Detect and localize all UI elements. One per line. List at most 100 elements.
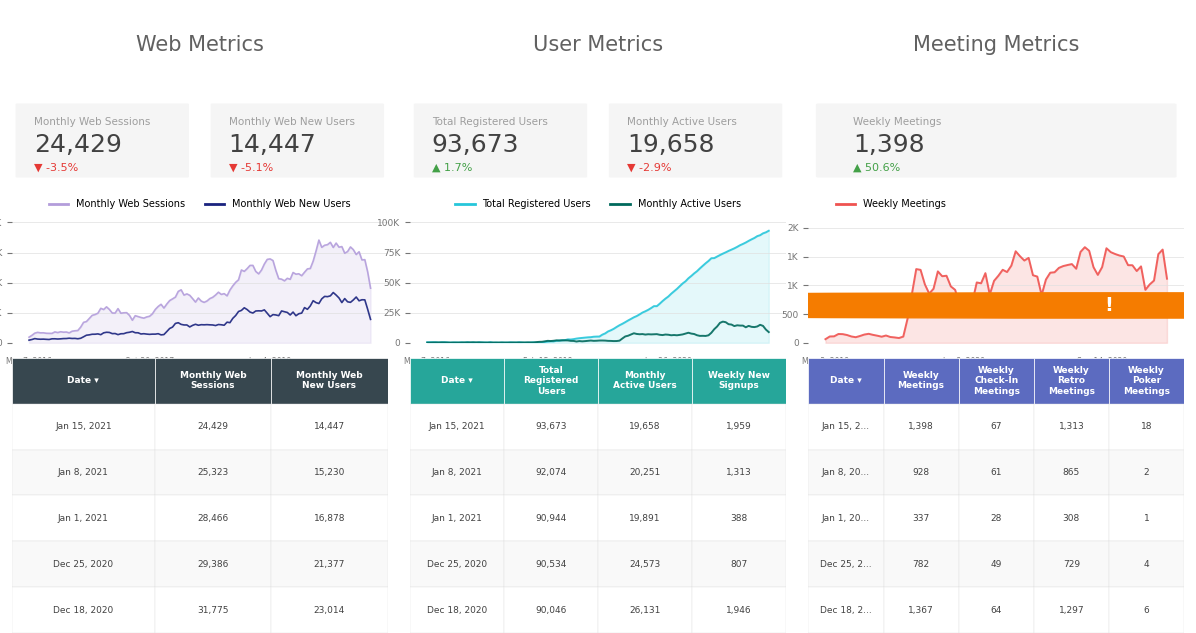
FancyBboxPatch shape [959, 541, 1033, 587]
FancyBboxPatch shape [959, 496, 1033, 541]
FancyBboxPatch shape [692, 358, 786, 404]
Text: 93,673: 93,673 [536, 422, 567, 431]
FancyBboxPatch shape [598, 358, 692, 404]
FancyBboxPatch shape [154, 358, 271, 404]
FancyBboxPatch shape [410, 496, 504, 541]
FancyBboxPatch shape [1033, 541, 1109, 587]
FancyBboxPatch shape [884, 449, 959, 496]
FancyBboxPatch shape [808, 541, 884, 587]
FancyBboxPatch shape [504, 449, 598, 496]
Text: Jan 8, 2021: Jan 8, 2021 [432, 468, 482, 477]
FancyBboxPatch shape [884, 358, 959, 404]
FancyBboxPatch shape [1033, 587, 1109, 633]
FancyBboxPatch shape [154, 496, 271, 541]
Text: Weekly
Retro
Meetings: Weekly Retro Meetings [1048, 366, 1094, 396]
Text: 1,946: 1,946 [726, 606, 752, 615]
FancyBboxPatch shape [1033, 404, 1109, 449]
Text: 1,297: 1,297 [1058, 606, 1084, 615]
FancyBboxPatch shape [808, 404, 884, 449]
Text: Dec 25, 2020: Dec 25, 2020 [54, 560, 114, 568]
Text: 25,323: 25,323 [197, 468, 228, 477]
Text: ▲ 1.7%: ▲ 1.7% [432, 163, 472, 173]
FancyBboxPatch shape [808, 496, 884, 541]
FancyBboxPatch shape [598, 449, 692, 496]
Text: Feb 5, 2019: Feb 5, 2019 [586, 365, 630, 373]
FancyBboxPatch shape [271, 449, 388, 496]
Text: 337: 337 [913, 514, 929, 523]
Text: Jan 8, 20...: Jan 8, 20... [822, 468, 869, 477]
Text: ▼ -3.5%: ▼ -3.5% [33, 163, 78, 173]
Text: May 12, 2020: May 12, 2020 [1007, 365, 1058, 375]
Text: 64: 64 [990, 606, 1002, 615]
Text: Monthly Web New Users: Monthly Web New Users [228, 116, 355, 127]
Text: 90,046: 90,046 [536, 606, 567, 615]
Text: 90,534: 90,534 [536, 560, 567, 568]
FancyBboxPatch shape [884, 541, 959, 587]
FancyBboxPatch shape [598, 404, 692, 449]
Text: 2: 2 [1143, 468, 1149, 477]
Text: Aug 12, 2018: Aug 12, 2018 [184, 365, 236, 374]
Text: Dec 25, 2...: Dec 25, 2... [820, 560, 872, 568]
Text: Monthly
Active Users: Monthly Active Users [614, 371, 677, 391]
Text: 1,313: 1,313 [1058, 422, 1085, 431]
Text: Dec 18, 2...: Dec 18, 2... [820, 606, 872, 615]
Text: Monthly Active Users: Monthly Active Users [627, 116, 737, 127]
FancyBboxPatch shape [414, 103, 587, 178]
FancyBboxPatch shape [154, 541, 271, 587]
Text: 49: 49 [990, 560, 1002, 568]
Text: Jan 8, 2020: Jan 8, 2020 [942, 358, 986, 367]
Text: ▼ -2.9%: ▼ -2.9% [627, 163, 671, 173]
Text: May 3, 2019: May 3, 2019 [801, 358, 849, 367]
FancyBboxPatch shape [884, 587, 959, 633]
Text: Jan 1, 2021: Jan 1, 2021 [57, 514, 109, 523]
FancyBboxPatch shape [692, 449, 786, 496]
FancyBboxPatch shape [12, 587, 154, 633]
Text: Mar 26, 2020: Mar 26, 2020 [305, 365, 355, 374]
FancyBboxPatch shape [959, 449, 1033, 496]
FancyBboxPatch shape [12, 541, 154, 587]
Text: 93,673: 93,673 [432, 133, 519, 157]
FancyBboxPatch shape [598, 496, 692, 541]
FancyBboxPatch shape [504, 541, 598, 587]
Text: Total
Registered
Users: Total Registered Users [524, 366, 579, 396]
FancyBboxPatch shape [12, 496, 154, 541]
FancyBboxPatch shape [12, 404, 154, 449]
FancyBboxPatch shape [1109, 496, 1184, 541]
Text: 1,398: 1,398 [908, 422, 934, 431]
FancyBboxPatch shape [959, 404, 1033, 449]
Text: 19,891: 19,891 [629, 514, 660, 523]
Text: Meeting Metrics: Meeting Metrics [913, 35, 1080, 55]
Text: 807: 807 [731, 560, 748, 568]
FancyBboxPatch shape [808, 587, 884, 633]
Text: ▲ 50.6%: ▲ 50.6% [854, 163, 901, 173]
FancyBboxPatch shape [1033, 449, 1109, 496]
Text: Oct 20, 2017: Oct 20, 2017 [126, 357, 175, 367]
Text: Feb 15, 2018: Feb 15, 2018 [523, 357, 573, 367]
Text: 24,429: 24,429 [33, 133, 122, 157]
FancyBboxPatch shape [271, 404, 388, 449]
Text: 23,014: 23,014 [313, 606, 344, 615]
Text: 15,230: 15,230 [313, 468, 346, 477]
Text: 6: 6 [1143, 606, 1149, 615]
FancyBboxPatch shape [692, 404, 786, 449]
FancyBboxPatch shape [154, 449, 271, 496]
FancyBboxPatch shape [271, 358, 388, 404]
Text: 61: 61 [990, 468, 1002, 477]
Text: 14,447: 14,447 [313, 422, 344, 431]
Text: User Metrics: User Metrics [533, 35, 663, 55]
FancyBboxPatch shape [271, 541, 388, 587]
Text: Weekly
Check-In
Meetings: Weekly Check-In Meetings [972, 366, 1020, 396]
Text: 19,658: 19,658 [629, 422, 660, 431]
Text: Mar 7, 2016: Mar 7, 2016 [404, 357, 450, 367]
Text: Date ▾: Date ▾ [830, 376, 862, 385]
FancyBboxPatch shape [692, 496, 786, 541]
Text: Dec 25, 2020: Dec 25, 2020 [427, 560, 487, 568]
Text: Jan 1, 20...: Jan 1, 20... [822, 514, 869, 523]
Legend: Monthly Web Sessions, Monthly Web New Users: Monthly Web Sessions, Monthly Web New Us… [45, 196, 354, 213]
Text: 26,131: 26,131 [629, 606, 660, 615]
FancyBboxPatch shape [959, 587, 1033, 633]
FancyBboxPatch shape [598, 587, 692, 633]
Text: Jan 8, 2021: Jan 8, 2021 [57, 468, 109, 477]
Text: Weekly New
Signups: Weekly New Signups [708, 371, 770, 391]
FancyBboxPatch shape [504, 404, 598, 449]
